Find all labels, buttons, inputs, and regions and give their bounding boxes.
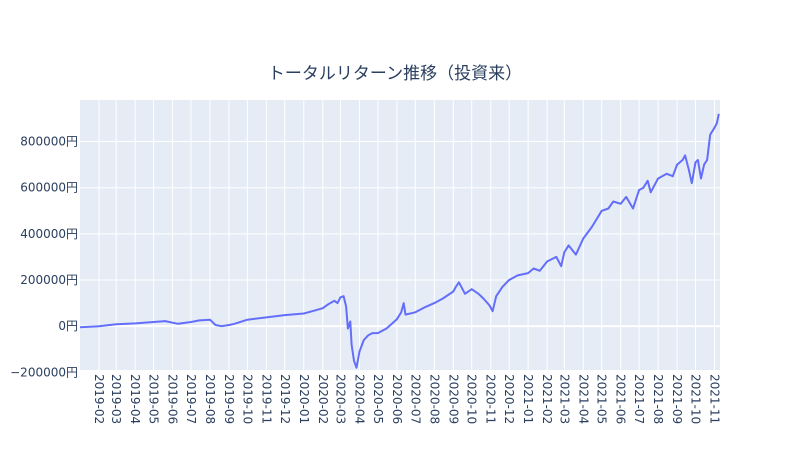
x-tick-label: 2021-03 [557,374,571,424]
x-tick-label: 2020-10 [465,374,479,424]
y-tick-label: 800000円 [20,135,78,149]
x-tick-label: 2019-06 [166,374,180,424]
x-tick-label: 2021-02 [540,374,554,424]
x-tick-label: 2020-09 [446,374,460,424]
x-tick-label: 2021-05 [595,374,609,424]
x-tick-label: 2020-07 [408,374,422,424]
x-tick-label: 2020-12 [502,374,516,424]
x-tick-label: 2019-12 [278,374,292,424]
series-line-0 [79,113,720,369]
x-tick-label: 2019-11 [259,374,273,424]
x-tick-label: 2020-05 [371,374,385,424]
x-tick-label: 2021-07 [632,374,646,424]
x-tick-label: 2021-04 [576,374,590,424]
x-tick-label: 2019-09 [222,374,236,424]
x-tick-label: 2020-04 [353,374,367,424]
x-tick-label: 2020-02 [316,374,330,424]
x-tick-label: 2019-08 [203,374,217,424]
y-gridlines [80,141,720,328]
x-tick-label: 2021-09 [670,374,684,424]
x-tick-label: 2020-03 [334,374,348,424]
chart-title: トータルリターン推移（投資来） [268,64,522,84]
x-tick-label: 2021-01 [521,374,535,424]
y-tick-label: 200000円 [20,273,78,287]
y-tick-label: 0円 [58,319,78,333]
x-tick-label: 2020-11 [484,374,498,424]
y-axis-ticks: −200000円 0円 200000円 400000円 600000円 800000円 [10,135,78,380]
x-tick-label: 2019-03 [109,374,123,424]
x-tick-label: 2021-08 [651,374,665,424]
x-tick-label: 2019-04 [128,374,142,424]
x-tick-label: 2021-10 [688,374,702,424]
x-tick-label: 2021-06 [614,374,628,424]
y-tick-label: −200000円 [10,365,78,379]
x-tick-label: 2020-01 [297,374,311,424]
plot-area [80,100,720,370]
x-tick-label: 2021-11 [707,374,721,424]
x-tick-label: 2019-05 [147,374,161,424]
x-tick-label: 2019-02 [92,374,106,424]
x-tick-label: 2020-08 [427,374,441,424]
y-tick-label: 400000円 [20,227,78,241]
y-tick-label: 600000円 [20,181,78,195]
x-tick-label: 2020-06 [390,374,404,424]
x-tick-label: 2019-10 [240,374,254,424]
series-layer [79,113,720,369]
x-axis-ticks: 2019-02 2019-03 2019-04 2019-05 2019-06 2019-… [92,374,721,424]
x-tick-label: 2019-07 [184,374,198,424]
x-gridlines [98,100,715,370]
